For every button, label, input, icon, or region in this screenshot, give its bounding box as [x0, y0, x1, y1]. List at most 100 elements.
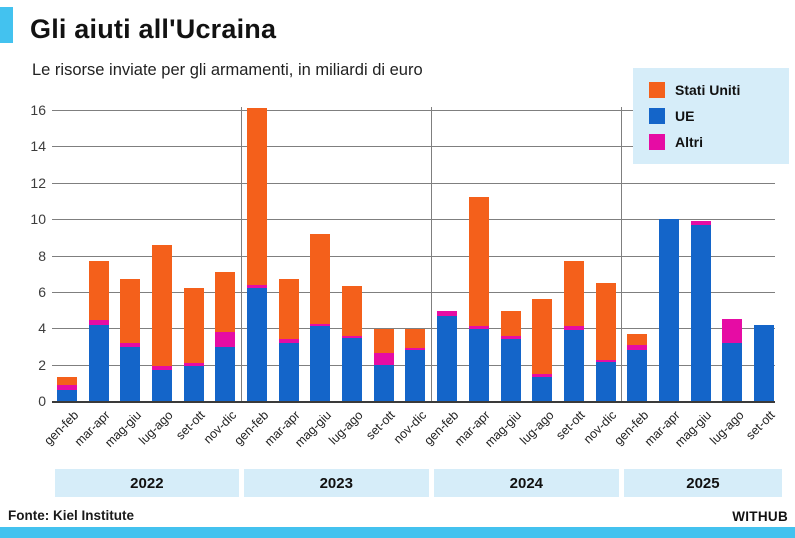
bar-segment-ue [310, 326, 331, 401]
bar-segment-altri [532, 373, 553, 378]
bar-segment-ue [120, 347, 141, 401]
bar-segment-stati-uniti [595, 282, 616, 361]
bar-segment-stati-uniti [215, 271, 236, 332]
bottom-accent-bar [0, 527, 795, 538]
gridline-y16 [52, 110, 775, 111]
x-axis-line [52, 401, 775, 403]
bar-segment-stati-uniti [57, 377, 77, 385]
x-tick-label: set-ott [743, 408, 778, 443]
bar-segment-ue [437, 315, 458, 401]
legend-swatch-stati-uniti [649, 82, 665, 98]
bar-segment-altri [183, 362, 204, 367]
legend-item-stati-uniti: Stati Uniti [649, 82, 789, 98]
bar-segment-altri [690, 220, 711, 225]
bar-segment-stati-uniti [627, 333, 648, 345]
y-tick-label: 12 [30, 174, 46, 191]
bar-segment-ue [278, 342, 299, 401]
bar-segment-ue [88, 324, 109, 401]
bar-segment-stati-uniti [532, 299, 553, 374]
y-tick-label: 0 [38, 393, 46, 409]
bar-segment-ue [690, 224, 711, 401]
bar-segment-ue [247, 288, 268, 401]
gridline-y10 [52, 219, 775, 221]
legend-item-ue: UE [649, 108, 789, 124]
gridline-y4 [52, 328, 775, 330]
bar-segment-ue [57, 390, 77, 401]
bar-segment-stati-uniti [563, 260, 584, 326]
bar-segment-altri [152, 366, 173, 371]
legend-item-altri: Altri [649, 134, 789, 150]
bar-segment-ue [152, 370, 173, 401]
bar-segment-stati-uniti [310, 233, 331, 324]
bar-segment-altri [373, 352, 394, 365]
bar-segment-ue [595, 361, 616, 401]
source-note: Fonte: Kiel Institute [8, 508, 134, 523]
chart-legend: Stati Uniti UE Altri [633, 68, 789, 164]
bar-segment-stati-uniti [468, 197, 489, 327]
bar-segment-altri [120, 342, 141, 348]
bar-segment-altri [278, 339, 299, 343]
bar-segment-altri [342, 335, 363, 339]
year-band-2025: 2025 [623, 469, 782, 497]
y-tick-label: 4 [38, 320, 46, 337]
x-tick-label: lug-ago [516, 408, 557, 448]
bar-segment-altri [88, 320, 109, 325]
bar-segment-altri [500, 335, 521, 340]
bar-segment-stati-uniti [500, 310, 521, 336]
bar-segment-stati-uniti [247, 108, 268, 285]
gridline-y8 [52, 255, 775, 257]
bar-segment-ue [500, 339, 521, 401]
bar-segment-stati-uniti [405, 329, 426, 349]
title-accent-block [0, 7, 13, 43]
page-title: Gli aiuti all'Ucraina [30, 14, 277, 44]
bar-segment-ue [342, 338, 363, 401]
legend-swatch-altri [649, 134, 665, 150]
gridline-y6 [52, 291, 775, 293]
bar-segment-stati-uniti [342, 286, 363, 336]
bar-segment-altri [437, 310, 458, 316]
bar-segment-ue [215, 347, 236, 401]
x-tick-label: lug-ago [706, 408, 747, 448]
y-tick-label: 2 [38, 356, 46, 373]
bar-segment-ue [563, 330, 584, 401]
legend-label-ue: UE [675, 108, 695, 124]
legend-swatch-ue [649, 108, 665, 124]
page-subtitle: Le risorse inviate per gli armamenti, in… [32, 61, 423, 79]
bar-segment-altri [215, 331, 236, 348]
bar-segment-ue [532, 377, 553, 401]
year-band-2022: 2022 [55, 469, 239, 497]
bar-segment-ue [753, 324, 774, 401]
bar-segment-altri [310, 323, 331, 327]
bar-segment-ue [373, 364, 394, 401]
year-band-2024: 2024 [433, 469, 619, 497]
bar-segment-ue [658, 219, 679, 401]
bar-segment-stati-uniti [152, 244, 173, 367]
bar-segment-altri [722, 319, 743, 343]
x-tick-label: lug-ago [136, 408, 176, 448]
brand-logo: WITHUB [732, 509, 788, 524]
bar-segment-ue [405, 350, 426, 401]
year-separator-line [621, 107, 623, 401]
gridline-y12 [52, 182, 775, 184]
year-separator-line [431, 107, 433, 401]
bar-segment-altri [468, 326, 489, 330]
bar-segment-ue [722, 342, 743, 401]
bar-segment-stati-uniti [278, 279, 299, 340]
bar-segment-stati-uniti [88, 260, 109, 321]
bar-segment-stati-uniti [373, 329, 394, 353]
gridline-y14 [52, 146, 775, 148]
y-tick-label: 14 [30, 138, 46, 155]
bar-segment-altri [563, 325, 584, 331]
y-tick-label: 10 [30, 211, 46, 228]
bar-segment-stati-uniti [120, 279, 141, 343]
bar-segment-ue [627, 350, 648, 401]
year-separator-line [241, 107, 243, 401]
bar-segment-altri [405, 348, 426, 351]
legend-label-stati-uniti: Stati Uniti [675, 82, 741, 98]
bar-segment-ue [468, 329, 489, 401]
bar-segment-altri [627, 344, 648, 351]
bar-segment-altri [57, 384, 77, 391]
bar-segment-stati-uniti [183, 288, 204, 363]
y-tick-label: 6 [38, 283, 46, 300]
